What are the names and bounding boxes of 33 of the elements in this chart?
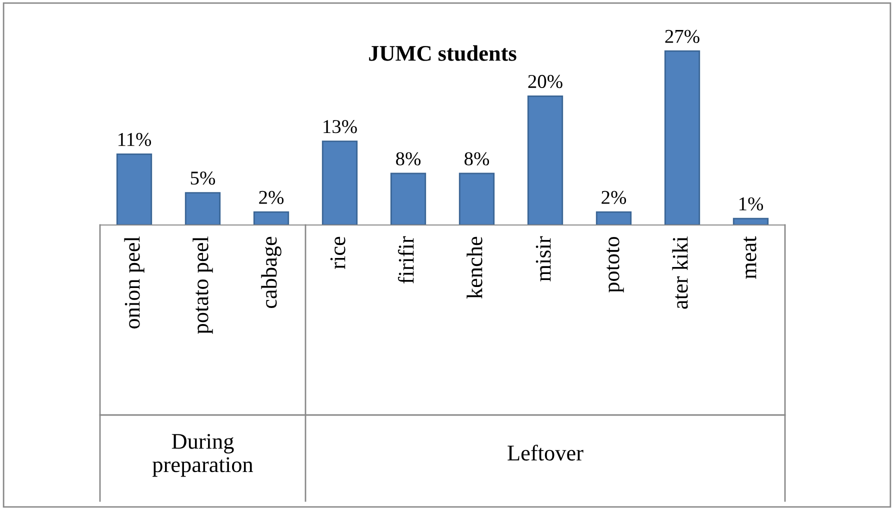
x-tick-label: kenche — [466, 236, 482, 299]
data-label: 8% — [464, 152, 490, 166]
x-tick-label: firifir — [398, 236, 414, 284]
bar — [253, 211, 290, 225]
bar — [596, 211, 632, 225]
bar — [322, 140, 358, 225]
x-tick-label: onion peel — [124, 236, 144, 328]
text: During preparation — [152, 434, 254, 477]
x-tick-label: pototo — [606, 236, 624, 293]
data-label: 5% — [190, 172, 216, 185]
bar — [732, 218, 769, 225]
x-tick-label: potato peel — [192, 236, 213, 334]
data-label: 2% — [259, 190, 284, 204]
bar — [116, 153, 152, 225]
x-tick-label: rice — [330, 236, 346, 269]
data-label: 27% — [665, 30, 700, 44]
data-label: 11% — [118, 132, 152, 146]
bar — [390, 172, 426, 225]
bar — [458, 172, 495, 225]
x-tick-label: ater kiki — [672, 236, 688, 309]
data-label: 20% — [528, 74, 562, 88]
data-label: 1% — [740, 197, 764, 211]
bar — [664, 50, 700, 225]
text: Leftover — [508, 444, 584, 461]
bar — [184, 192, 221, 225]
x-tick-label: cabbage — [261, 236, 282, 308]
data-label: 8% — [396, 152, 421, 166]
bar — [527, 95, 564, 225]
data-label: 13% — [324, 120, 357, 134]
x-tick-label: meat — [744, 236, 756, 279]
x-tick-label: misir — [536, 236, 551, 282]
chart-title: JUMC students — [369, 45, 516, 61]
data-label: 2% — [602, 190, 626, 204]
